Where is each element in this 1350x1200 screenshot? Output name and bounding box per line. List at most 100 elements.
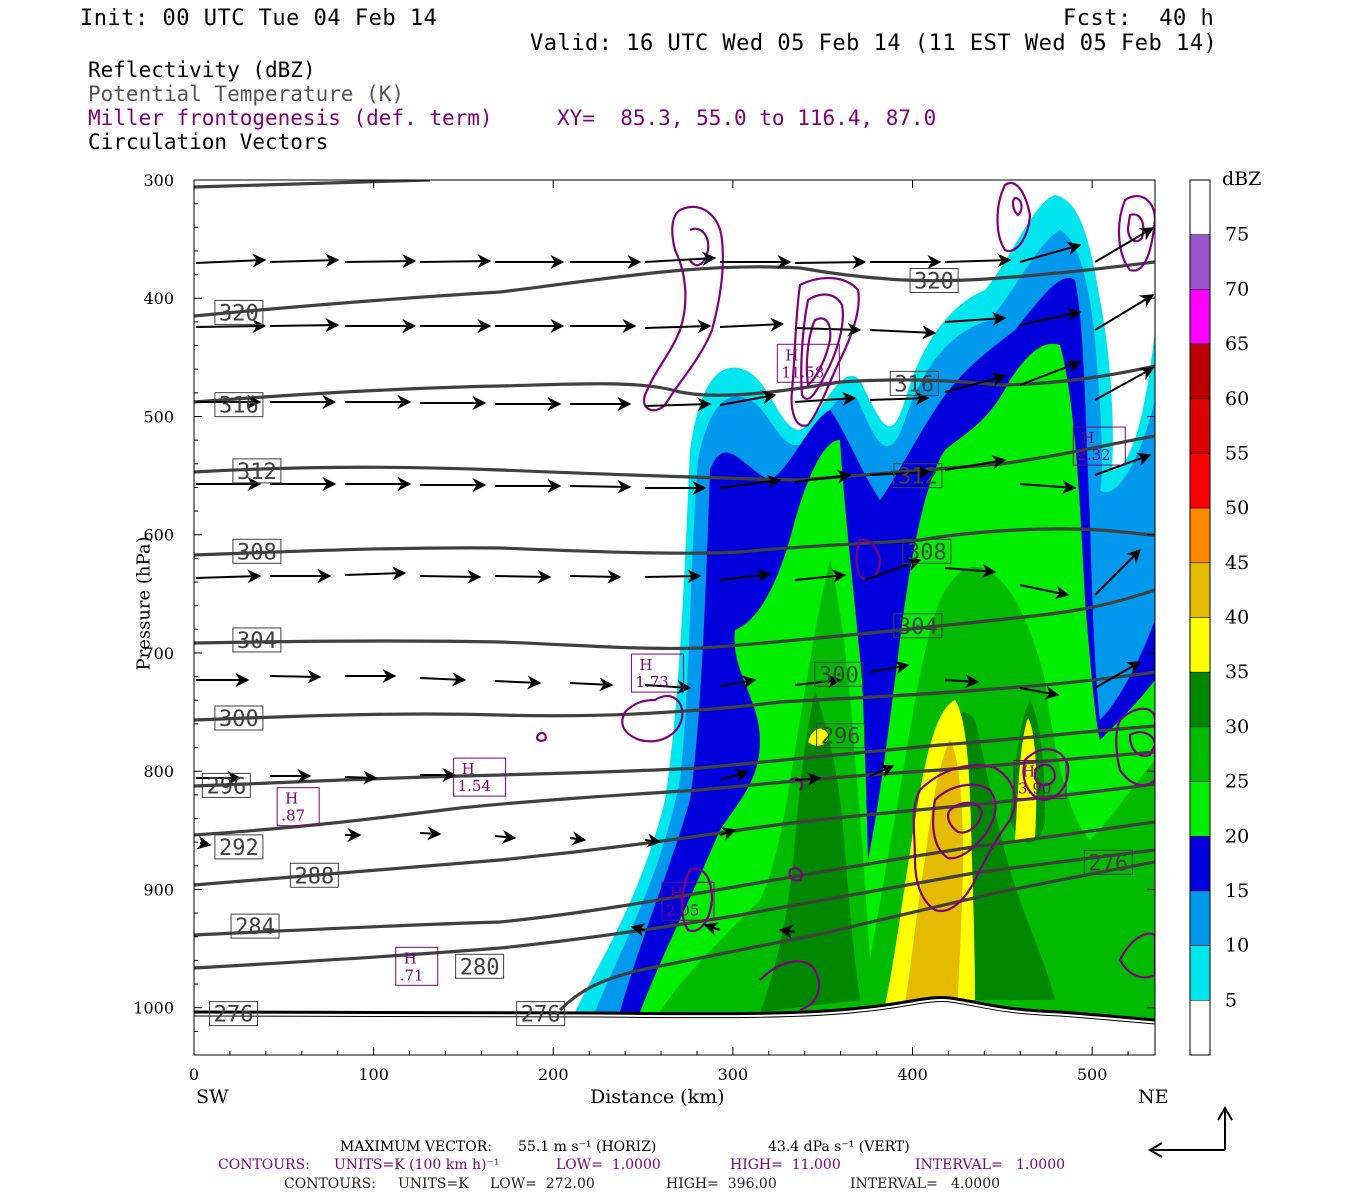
circulation-vectors <box>195 227 1155 939</box>
y-tick-label: 1000 <box>133 999 174 1018</box>
colorbar-tick-label: 65 <box>1225 333 1249 355</box>
fronto-max-box <box>630 653 684 693</box>
fronto-max-value: 1.54 <box>458 777 491 795</box>
colorbar-segment <box>1189 1000 1211 1056</box>
theta-label: 304 <box>237 629 277 654</box>
fronto-max-H: H <box>404 949 417 967</box>
colorbar-tick-label: 20 <box>1225 825 1249 847</box>
theta-label-box <box>230 913 280 939</box>
theta-label-box <box>289 862 339 888</box>
colorbar-tick-label: 45 <box>1225 552 1249 574</box>
colorbar-tick-label: 40 <box>1225 607 1249 629</box>
fronto-max-H: H <box>1081 429 1094 447</box>
reference-vector-icon <box>1148 1106 1233 1158</box>
plot-frame <box>193 179 1156 1056</box>
colorbar-segment <box>1189 890 1211 946</box>
fronto-max-H: H <box>285 790 298 808</box>
colorbar-segment <box>1189 234 1211 290</box>
theta-label: 296 <box>821 725 861 750</box>
theta-label-box <box>902 538 952 564</box>
y-axis-label: Pressure (hPa) <box>133 536 155 671</box>
valid-time: Valid: 16 UTC Wed 05 Feb 14 (11 EST Wed … <box>530 31 1218 56</box>
legend-frontogenesis: Miller frontogenesis (def. term) <box>88 106 493 130</box>
legend-theta: Potential Temperature (K) <box>88 82 405 106</box>
theta-label: 312 <box>237 460 277 485</box>
x-tick-label: 300 <box>718 1065 749 1084</box>
y-tick-label: 800 <box>143 762 174 781</box>
theta-label-box <box>232 458 282 484</box>
colorbar-segment <box>1189 562 1211 618</box>
theta-contours-label: CONTOURS: <box>284 1176 376 1192</box>
theta-contours-low: LOW= 272.00 <box>490 1176 595 1192</box>
colorbar-segment <box>1189 836 1211 892</box>
fronto-max-H: H <box>785 346 798 364</box>
colorbar-tick-label: 70 <box>1225 278 1249 300</box>
theta-label: 300 <box>819 663 859 688</box>
frontogenesis-contours <box>536 182 1155 1012</box>
fronto-contours-interval: INTERVAL= 1.0000 <box>915 1157 1066 1173</box>
x-axis-label: Distance (km) <box>590 1086 725 1108</box>
dbz-25-region <box>660 560 1155 1020</box>
terrain-surface <box>194 995 1155 1025</box>
colorbar-tick-label: 60 <box>1225 388 1249 410</box>
theta-label-box <box>214 299 264 325</box>
x-tick-label: 500 <box>1077 1065 1108 1084</box>
colorbar-segment <box>1189 726 1211 782</box>
theta-label-box <box>893 613 943 639</box>
fronto-max-H: H <box>462 760 475 778</box>
fronto-contours-units: UNITS=K (100 km h)⁻¹ <box>334 1157 500 1173</box>
fronto-max-box <box>1013 759 1067 799</box>
y-tick-label: 700 <box>143 644 174 663</box>
colorbar-tick-label: 5 <box>1225 989 1237 1011</box>
theta-label-box <box>889 370 939 396</box>
x-tick-label: 400 <box>897 1065 928 1084</box>
fronto-max-value: 1.73 <box>635 673 668 691</box>
colorbar-tick-label: 35 <box>1225 661 1249 683</box>
theta-label-box <box>232 538 282 564</box>
max-vector-vert: 43.4 dPa s⁻¹ (VERT) <box>768 1139 910 1155</box>
colorbar-tick-label: 55 <box>1225 442 1249 464</box>
cross-section-xy: XY= 85.3, 55.0 to 116.4, 87.0 <box>557 106 937 130</box>
colorbar-segment <box>1189 781 1211 837</box>
theta-label: 304 <box>898 615 938 640</box>
legend-vectors: Circulation Vectors <box>88 130 329 154</box>
theta-label-box <box>516 1001 566 1027</box>
theta-contours-units: UNITS=K <box>398 1176 469 1192</box>
dbz-35-region-2 <box>1015 718 1037 840</box>
fronto-contours-high: HIGH= 11.000 <box>730 1157 841 1173</box>
theta-label-box <box>232 627 282 653</box>
legend-reflectivity: Reflectivity (dBZ) <box>88 58 316 82</box>
theta-label-box <box>455 953 505 979</box>
theta-label: 292 <box>219 836 259 861</box>
theta-label-box <box>214 705 264 731</box>
max-vector-label: MAXIMUM VECTOR: <box>340 1139 492 1155</box>
theta-label: 316 <box>894 372 934 397</box>
theta-label: 276 <box>1088 851 1128 876</box>
theta-contours-high: HIGH= 396.00 <box>666 1176 777 1192</box>
fronto-max-value: .71 <box>400 966 424 984</box>
fronto-max-box <box>1072 426 1126 466</box>
max-vector-horiz: 55.1 m s⁻¹ (HORIZ) <box>518 1139 657 1155</box>
reflectivity-field <box>194 195 1155 1055</box>
x-tick-label: 200 <box>538 1065 569 1084</box>
theta-label-box <box>814 661 864 687</box>
theta-label: 312 <box>898 465 938 490</box>
theta-label: 308 <box>907 540 947 565</box>
theta-label: 316 <box>219 394 259 419</box>
fronto-max-value: 3.90 <box>1018 779 1051 797</box>
fronto-max-box <box>453 757 507 797</box>
colorbar-segment <box>1189 289 1211 345</box>
theta-label-box <box>1083 849 1133 875</box>
colorbar: 5 10 15 20 25 30 35 40 45 50 55 60 65 70 75 <box>1189 179 1249 1056</box>
theta-label: 320 <box>914 270 954 295</box>
fronto-max-box <box>276 787 320 827</box>
theta-label: 280 <box>460 955 500 980</box>
fronto-contours-low: LOW= 1.0000 <box>556 1157 661 1173</box>
colorbar-segment <box>1189 398 1211 454</box>
fronto-max-box <box>661 881 715 921</box>
theta-label-box <box>214 392 264 418</box>
y-tick-label: 400 <box>143 289 174 308</box>
theta-label: 288 <box>294 864 334 889</box>
fronto-max-box <box>395 946 439 986</box>
